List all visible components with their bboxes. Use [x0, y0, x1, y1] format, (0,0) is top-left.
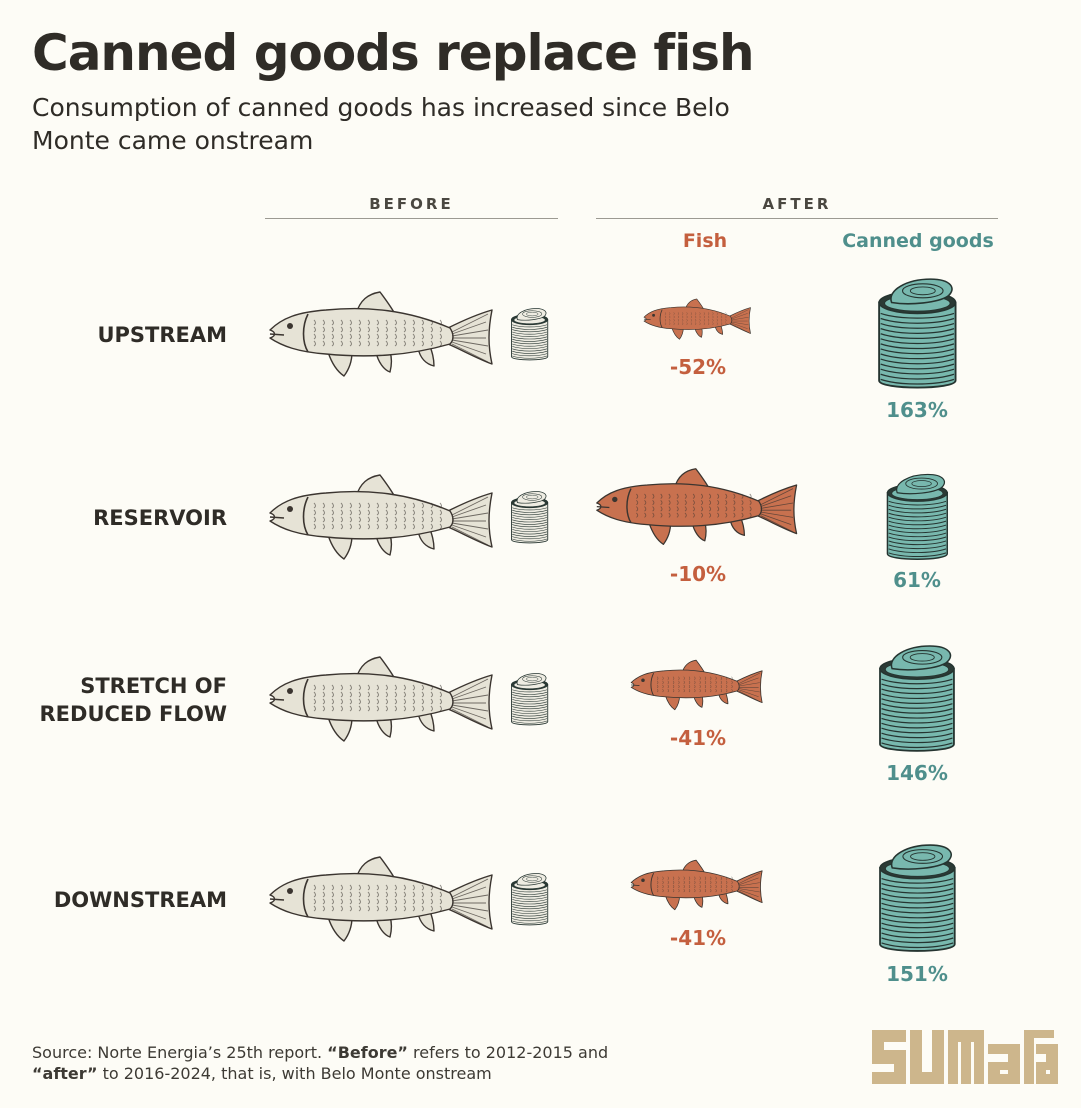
sumauma-logo-icon — [872, 1030, 1058, 1084]
source-prefix: Source: Norte Energia’s 25th report. — [32, 1043, 328, 1062]
fish-before-icon — [269, 474, 493, 560]
row-label: UPSTREAM — [97, 323, 227, 347]
canned-change-label: 146% — [886, 761, 948, 786]
can-before-icon — [511, 307, 549, 361]
can-after-icon — [886, 473, 948, 560]
fish-after-icon — [630, 860, 763, 911]
chart-subtitle: Consumption of canned goods has increase… — [32, 93, 730, 155]
after-header-rule — [596, 218, 998, 219]
row-label: DOWNSTREAM — [53, 888, 227, 912]
source-suffix: to 2016-2024, that is, with Belo Monte o… — [97, 1064, 492, 1083]
fish-change-label: -41% — [669, 726, 727, 751]
source-before-word: “Before” — [327, 1043, 408, 1062]
fish-after-icon — [595, 467, 797, 545]
fish-change-label: -41% — [669, 926, 727, 951]
row-label: STRETCH OF REDUCED FLOW — [39, 674, 228, 726]
fish-after-icon — [630, 660, 763, 711]
can-before-icon — [511, 872, 549, 926]
can-after-icon — [878, 844, 956, 952]
source-note: Source: Norte Energia’s 25th report. “Be… — [32, 1042, 652, 1084]
source-mid: refers to 2012-2015 and — [407, 1043, 609, 1062]
after-header: AFTER — [762, 195, 832, 213]
fish-change-label: -10% — [669, 561, 727, 586]
can-before-icon — [511, 672, 549, 726]
fish-after-icon — [643, 298, 751, 340]
before-header-rule — [265, 218, 558, 219]
canned-change-label: 61% — [893, 568, 941, 593]
before-header: BEFORE — [369, 195, 454, 213]
fish-column-header: Fish — [682, 230, 728, 252]
fish-before-icon — [269, 291, 493, 377]
row-label: RESERVOIR — [93, 506, 227, 530]
fish-change-label: -52% — [669, 355, 727, 380]
can-after-icon — [877, 278, 957, 389]
source-after-word: “after” — [32, 1064, 98, 1083]
chart-title: Canned goods replace fish — [32, 24, 755, 82]
can-after-icon — [879, 644, 955, 752]
fish-before-icon — [269, 856, 493, 942]
canned-change-label: 163% — [886, 398, 948, 423]
can-before-icon — [511, 490, 549, 544]
canned-column-header: Canned goods — [842, 230, 994, 252]
canned-change-label: 151% — [886, 961, 948, 986]
fish-before-icon — [269, 656, 493, 742]
